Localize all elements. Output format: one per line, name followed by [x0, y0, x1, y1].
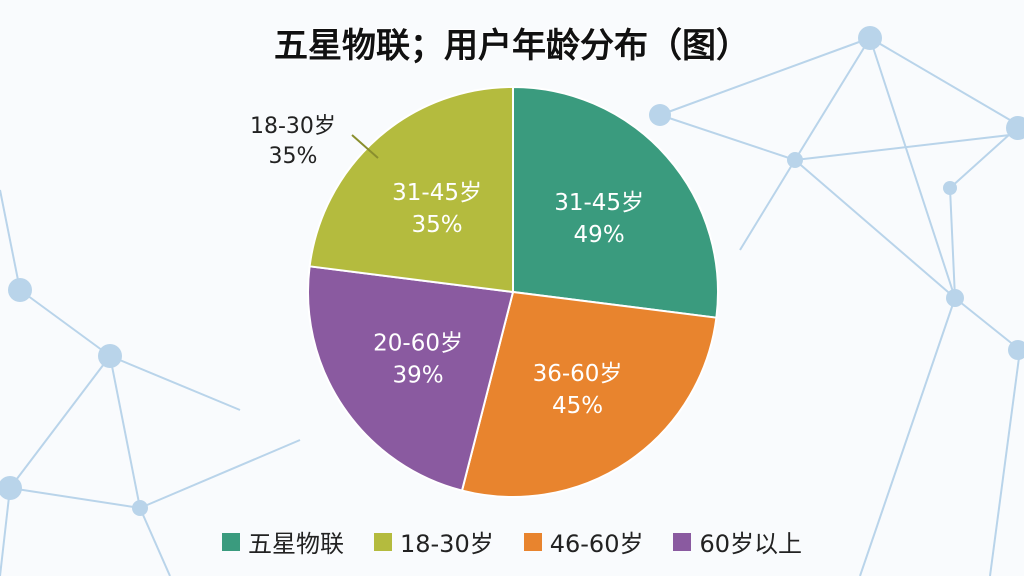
legend-label: 18-30岁 [399, 530, 494, 558]
legend-item: 46-60岁 [523, 524, 644, 559]
callout-age-label: 18-30岁 [250, 114, 336, 139]
pie-slice [308, 85, 514, 294]
slice-percent-label: 49% [574, 222, 625, 248]
pie-slice [460, 290, 718, 498]
slice-label: 31-45岁 [392, 180, 482, 206]
slice-label: 36-60岁 [533, 361, 623, 387]
legend-swatch [673, 532, 692, 551]
chart-legend: 五星物联 18-30岁 46-60岁 60岁以上 [0, 524, 1024, 559]
legend-label: 46-60岁 [549, 530, 644, 558]
legend-swatch [221, 532, 240, 551]
legend-item: 60岁以上 [673, 524, 802, 559]
callout-label: 18-30岁 35% [250, 112, 336, 172]
callout-leader-line [351, 134, 379, 159]
pie-slice [307, 265, 515, 492]
legend-swatch [373, 532, 392, 551]
slice-percent-label: 45% [552, 393, 603, 419]
callout-pct-label: 35% [268, 144, 318, 169]
slice-percent-label: 35% [412, 212, 463, 238]
slice-percent-label: 39% [392, 363, 443, 389]
legend-label: 60岁以上 [699, 530, 803, 558]
slice-label: 31-45岁 [554, 190, 644, 216]
pie-slice [512, 85, 719, 319]
legend-label: 五星物联 [247, 530, 344, 558]
legend-item: 18-30岁 [373, 524, 494, 559]
legend-swatch [523, 532, 542, 551]
slice-label: 20-60岁 [373, 331, 463, 357]
legend-item: 五星物联 [221, 524, 344, 559]
chart-title: 五星物联；用户年龄分布（图） [274, 26, 750, 66]
